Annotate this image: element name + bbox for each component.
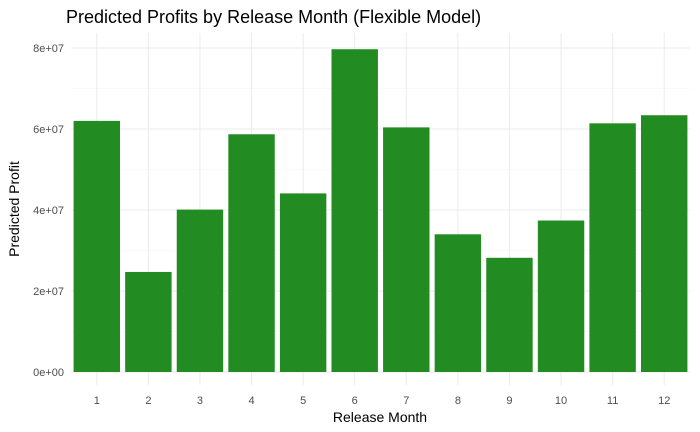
bar-month-8 xyxy=(434,234,482,372)
y-tick-label: 2e+07 xyxy=(33,286,64,298)
x-axis-title: Release Month xyxy=(333,409,427,425)
y-tick-labels: 0e+00 2e+07 4e+07 6e+07 8e+07 xyxy=(33,43,64,379)
bar-month-1 xyxy=(73,120,121,373)
chart-title: Predicted Profits by Release Month (Flex… xyxy=(66,7,481,27)
bar-month-5 xyxy=(279,193,327,372)
x-tick-label: 7 xyxy=(403,395,409,407)
bar-month-7 xyxy=(383,127,430,372)
x-tick-label: 5 xyxy=(300,395,306,407)
bar-month-3 xyxy=(176,209,224,372)
y-tick-label: 0e+00 xyxy=(33,367,64,379)
bar-month-9 xyxy=(486,257,533,372)
y-tick-label: 4e+07 xyxy=(33,205,64,217)
x-tick-label: 6 xyxy=(352,395,358,407)
x-tick-labels: 1 2 3 4 5 6 7 8 9 10 11 12 xyxy=(94,395,671,407)
x-tick-label: 9 xyxy=(506,395,512,407)
bar-month-6 xyxy=(331,49,378,373)
bars xyxy=(73,49,688,373)
y-tick-label: 6e+07 xyxy=(33,124,64,136)
x-tick-label: 8 xyxy=(455,395,461,407)
bar-month-11 xyxy=(589,123,636,372)
x-tick-label: 11 xyxy=(607,395,618,407)
bar-month-4 xyxy=(228,134,275,372)
bar-month-12 xyxy=(640,115,688,372)
y-tick-label: 8e+07 xyxy=(33,43,64,55)
bar-month-2 xyxy=(125,271,172,372)
x-tick-label: 2 xyxy=(145,395,151,407)
x-tick-label: 10 xyxy=(555,395,567,407)
x-tick-label: 12 xyxy=(658,395,670,407)
x-tick-label: 1 xyxy=(94,395,100,407)
x-tick-label: 3 xyxy=(197,395,203,407)
bar-month-10 xyxy=(537,220,585,372)
y-axis-title: Predicted Profit xyxy=(6,161,22,257)
x-tick-label: 4 xyxy=(248,395,254,407)
